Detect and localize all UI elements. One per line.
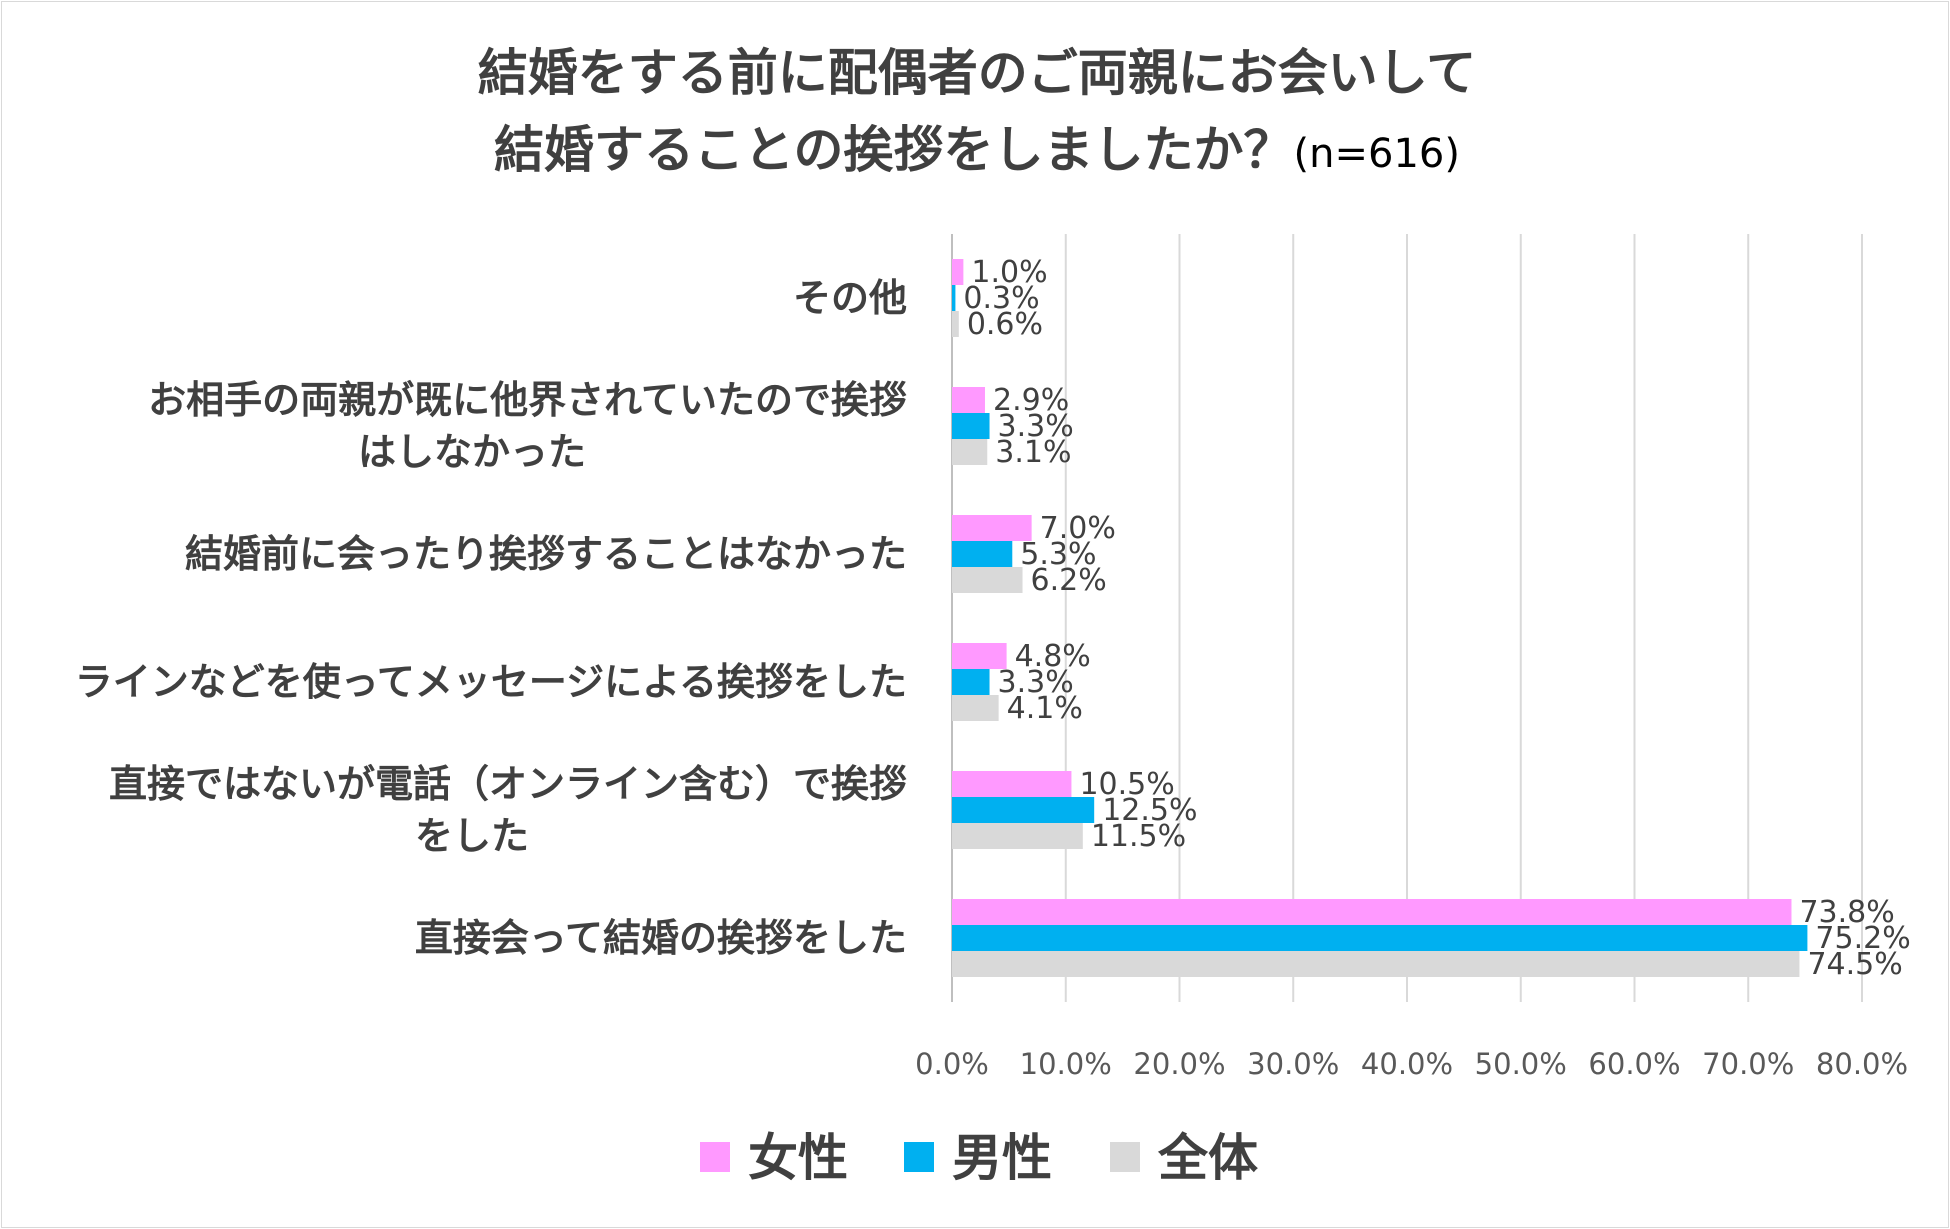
- bar: [952, 951, 1800, 977]
- legend-label: 全体: [1157, 1129, 1258, 1187]
- bar: [952, 285, 956, 311]
- x-tick-label: 50.0%: [1475, 1047, 1567, 1081]
- data-labels: 1.0%0.3%0.6%2.9%3.3%3.1%7.0%5.3%6.2%4.8%…: [963, 255, 1910, 982]
- value-label: 3.3%: [998, 409, 1074, 444]
- bar: [952, 695, 999, 721]
- bar: [952, 311, 959, 337]
- value-label: 75.2%: [1815, 921, 1910, 956]
- bar: [952, 413, 990, 439]
- legend-label: 女性: [748, 1129, 848, 1187]
- legend: 女性 男性 全体: [700, 1129, 1258, 1187]
- x-tick-label: 20.0%: [1133, 1047, 1225, 1081]
- category-label: その他: [793, 276, 907, 320]
- bars: [952, 259, 1808, 977]
- x-tick-label: 80.0%: [1816, 1047, 1908, 1081]
- value-label: 5.3%: [1020, 537, 1096, 572]
- value-label: 10.5%: [1079, 767, 1174, 802]
- value-label: 0.3%: [963, 281, 1039, 316]
- bar: [952, 259, 964, 285]
- value-label: 11.5%: [1091, 819, 1186, 854]
- value-label: 2.9%: [993, 383, 1069, 418]
- value-label: 3.1%: [995, 435, 1071, 470]
- bar: [952, 797, 1095, 823]
- x-tick-label: 40.0%: [1361, 1047, 1453, 1081]
- category-label: お相手の両親が既に他界されていたので挨拶: [148, 378, 907, 422]
- bar: [952, 439, 988, 465]
- bar: [952, 515, 1032, 541]
- category-label-line-2: はしなかった: [358, 430, 586, 474]
- value-label: 12.5%: [1102, 793, 1197, 828]
- sample-size: (n=616): [1294, 131, 1460, 177]
- x-axis-ticks: 0.0% 10.0% 20.0% 30.0% 40.0% 50.0% 60.0% 70.0% 8…: [915, 1047, 1908, 1081]
- bar: [952, 387, 985, 413]
- title-line-1: 結婚をする前に配偶者のご両親にお会いして: [478, 44, 1477, 102]
- gridlines: [951, 234, 1863, 1002]
- x-tick-label: 0.0%: [915, 1047, 989, 1081]
- legend-swatch: [700, 1142, 730, 1172]
- value-label: 74.5%: [1807, 947, 1902, 982]
- category-labels: その他お相手の両親が既に他界されていたので挨拶はしなかった結婚前に会ったり挨拶す…: [75, 276, 907, 960]
- legend-label: 男性: [952, 1129, 1052, 1187]
- value-label: 1.0%: [971, 255, 1047, 290]
- bar: [952, 823, 1083, 849]
- category-label: 結婚前に会ったり挨拶することはなかった: [185, 532, 907, 576]
- x-tick-label: 70.0%: [1702, 1047, 1794, 1081]
- category-label: ラインなどを使ってメッセージによる挨拶をした: [75, 660, 907, 704]
- category-label: 直接ではないが電話（オンライン含む）で挨拶: [109, 762, 907, 806]
- legend-swatch: [904, 1142, 934, 1172]
- chart-title: 結婚をする前に配偶者のご両親にお会いして 結婚することの挨拶をしましたか？(n=…: [478, 44, 1477, 179]
- value-label: 4.8%: [1015, 639, 1091, 674]
- bar: [952, 771, 1072, 797]
- legend-swatch: [1110, 1142, 1140, 1172]
- value-label: 7.0%: [1040, 511, 1116, 546]
- x-tick-label: 30.0%: [1247, 1047, 1339, 1081]
- value-label: 73.8%: [1799, 895, 1894, 930]
- bar: [952, 567, 1023, 593]
- x-tick-label: 10.0%: [1020, 1047, 1112, 1081]
- value-label: 6.2%: [1031, 563, 1107, 598]
- bar: [952, 643, 1007, 669]
- title-line-2-text: 結婚することの挨拶をしましたか？: [494, 121, 1294, 179]
- title-line-2: 結婚することの挨拶をしましたか？(n=616): [494, 121, 1460, 179]
- bar: [952, 925, 1808, 951]
- category-label-line-2: をした: [415, 814, 529, 858]
- value-label: 4.1%: [1007, 691, 1083, 726]
- bar: [952, 899, 1792, 925]
- bar: [952, 541, 1013, 567]
- category-label: 直接会って結婚の挨拶をした: [415, 916, 907, 960]
- bar: [952, 669, 990, 695]
- value-label: 0.6%: [967, 307, 1043, 342]
- x-tick-label: 60.0%: [1588, 1047, 1680, 1081]
- value-label: 3.3%: [998, 665, 1074, 700]
